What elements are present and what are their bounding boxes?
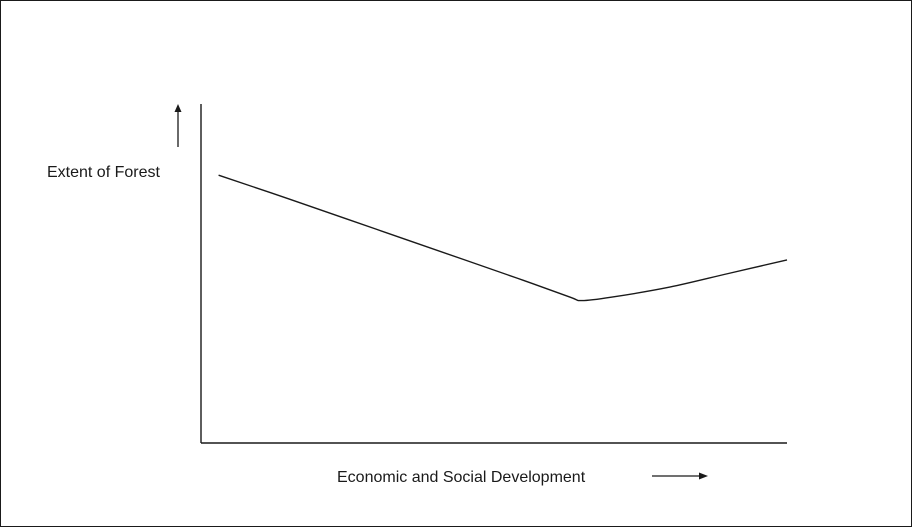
x-axis-label: Economic and Social Development: [337, 469, 586, 486]
forest-extent-curve: [218, 174, 788, 302]
y-axis-label: Extent of Forest: [47, 164, 160, 181]
y-axis-arrow: [174, 104, 182, 147]
x-axis-arrow: [652, 472, 708, 480]
